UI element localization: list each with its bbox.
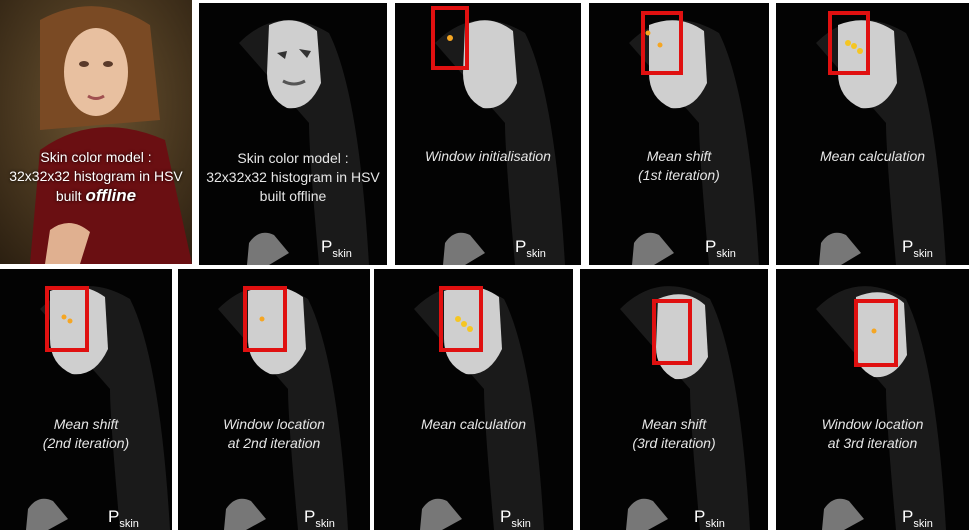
mean-point: [461, 321, 467, 327]
portrait-photo: [0, 0, 192, 264]
panel-caption: Mean shift (3rd iteration): [580, 415, 768, 453]
caption-line: at 2nd iteration: [227, 435, 321, 451]
mean-point: [467, 326, 473, 332]
caption-line: built: [55, 188, 82, 204]
mean-point: [447, 35, 453, 41]
skin-probability-map: [431, 6, 565, 265]
caption-line: 32x32x32 histogram in HSV: [9, 168, 183, 184]
p-skin-label: Pskin: [902, 507, 933, 530]
panel-caption: Window location at 2nd iteration: [178, 415, 370, 453]
search-window: [431, 6, 469, 70]
search-window: [652, 299, 692, 365]
mean-point: [857, 48, 863, 54]
p-skin-label: Pskin: [304, 507, 335, 530]
panel-2: Skin color model : 32x32x32 histogram in…: [199, 3, 387, 265]
mean-point: [67, 318, 73, 324]
mean-point: [455, 316, 461, 322]
caption-line: Skin color model :: [40, 149, 152, 165]
caption-line: Mean calculation: [420, 416, 527, 432]
mean-point: [871, 328, 877, 334]
p-skin-label: Pskin: [500, 507, 531, 530]
caption-line: Mean shift: [53, 416, 119, 432]
mean-point: [645, 30, 651, 36]
p-skin-label: Pskin: [515, 237, 546, 260]
search-window: [854, 299, 898, 367]
panel-10: Window location at 3rd iteration Pskin: [776, 269, 969, 530]
caption-line: built offline: [259, 188, 327, 204]
caption-line: Window initialisation: [425, 148, 551, 164]
panel-caption: Mean calculation: [776, 147, 969, 166]
search-window: [439, 286, 483, 352]
caption-emphasis: offline: [85, 186, 137, 205]
skin-probability-map: [620, 286, 750, 530]
mean-point: [657, 42, 663, 48]
skin-probability-map: [239, 20, 369, 265]
mean-point: [851, 43, 857, 49]
skin-probability-map: [218, 286, 348, 530]
caption-line: Window location: [821, 416, 924, 432]
panel-photo: Skin color model : 32x32x32 histogram in…: [0, 0, 192, 264]
caption-line: Window location: [223, 416, 325, 432]
panel-caption: Window location at 3rd iteration: [776, 415, 969, 453]
skin-probability-map: [816, 286, 946, 530]
mean-point: [61, 314, 67, 320]
caption-line: Mean shift: [641, 416, 707, 432]
skin-probability-map: [816, 11, 946, 265]
search-window: [641, 11, 683, 75]
panel-caption: Mean calculation: [374, 415, 573, 434]
panel-9: Mean shift (3rd iteration) Pskin: [580, 269, 768, 530]
skin-probability-map: [414, 286, 544, 530]
p-skin-label: Pskin: [321, 237, 352, 260]
caption-line: at 3rd iteration: [827, 435, 918, 451]
skin-probability-map: [629, 11, 759, 265]
search-window: [45, 286, 89, 352]
panel-3: Window initialisation Pskin: [395, 3, 581, 265]
caption-line: Mean shift: [646, 148, 712, 164]
p-skin-label: Pskin: [694, 507, 725, 530]
caption-line: Skin color model :: [237, 150, 349, 166]
mean-point: [259, 316, 265, 322]
panel-7: Window location at 2nd iteration Pskin: [178, 269, 370, 530]
caption-line: (3rd iteration): [632, 435, 716, 451]
caption-line: (1st iteration): [638, 167, 720, 183]
panel-4: Mean shift (1st iteration) Pskin: [589, 3, 769, 265]
panel-caption: Skin color model : 32x32x32 histogram in…: [0, 148, 192, 206]
caption-line: Mean calculation: [819, 148, 926, 164]
panel-caption: Skin color model : 32x32x32 histogram in…: [199, 149, 387, 206]
panel-5: Mean calculation Pskin: [776, 3, 969, 265]
panel-8: Mean calculation Pskin: [374, 269, 573, 530]
p-skin-label: Pskin: [705, 237, 736, 260]
panel-caption: Mean shift (2nd iteration): [0, 415, 172, 453]
panel-caption: Window initialisation: [395, 147, 581, 166]
search-window: [243, 286, 287, 352]
p-skin-label: Pskin: [108, 507, 139, 530]
skin-probability-map: [26, 286, 170, 530]
panel-6: Mean shift (2nd iteration) Pskin: [0, 269, 172, 530]
panel-caption: Mean shift (1st iteration): [589, 147, 769, 185]
caption-line: 32x32x32 histogram in HSV: [206, 169, 380, 185]
search-window: [828, 11, 870, 75]
mean-point: [845, 40, 851, 46]
caption-line: (2nd iteration): [42, 435, 130, 451]
p-skin-label: Pskin: [902, 237, 933, 260]
